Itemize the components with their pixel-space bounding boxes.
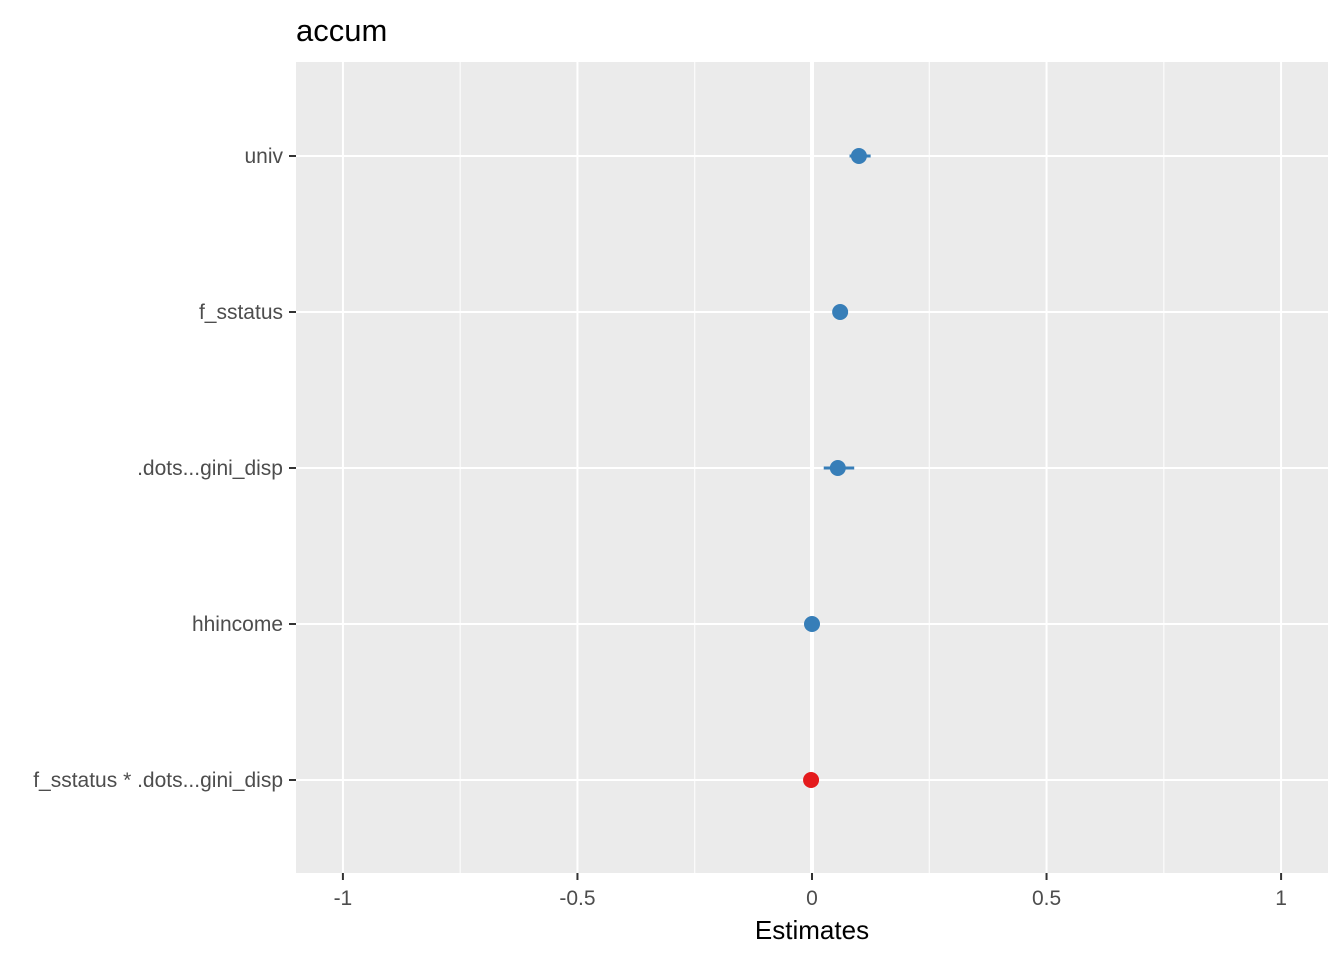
estimate-point bbox=[804, 616, 820, 632]
x-axis-title: Estimates bbox=[755, 915, 869, 945]
x-tick-label: 0 bbox=[806, 887, 818, 910]
x-axis: -1 -0.5 0 0.5 1 bbox=[334, 873, 1287, 910]
y-tick-label: f_sstatus * .dots...gini_disp bbox=[33, 769, 283, 792]
y-tick-label: f_sstatus bbox=[199, 301, 283, 324]
y-axis: univ f_sstatus .dots...gini_disp hhincome f_… bbox=[33, 145, 296, 792]
estimate-point bbox=[803, 772, 820, 788]
x-tick-label: 1 bbox=[1275, 887, 1287, 910]
y-tick-label: .dots...gini_disp bbox=[137, 457, 283, 480]
x-tick-label: -1 bbox=[334, 887, 353, 910]
estimate-point bbox=[832, 304, 849, 320]
estimate-point bbox=[829, 460, 846, 476]
x-tick-label: 0.5 bbox=[1032, 887, 1061, 910]
estimate-points bbox=[803, 148, 867, 788]
chart-title: accum bbox=[296, 13, 387, 48]
y-tick-label: univ bbox=[244, 145, 283, 168]
x-tick-label: -0.5 bbox=[559, 887, 595, 910]
estimate-point bbox=[850, 148, 867, 164]
y-tick-label: hhincome bbox=[192, 613, 283, 636]
